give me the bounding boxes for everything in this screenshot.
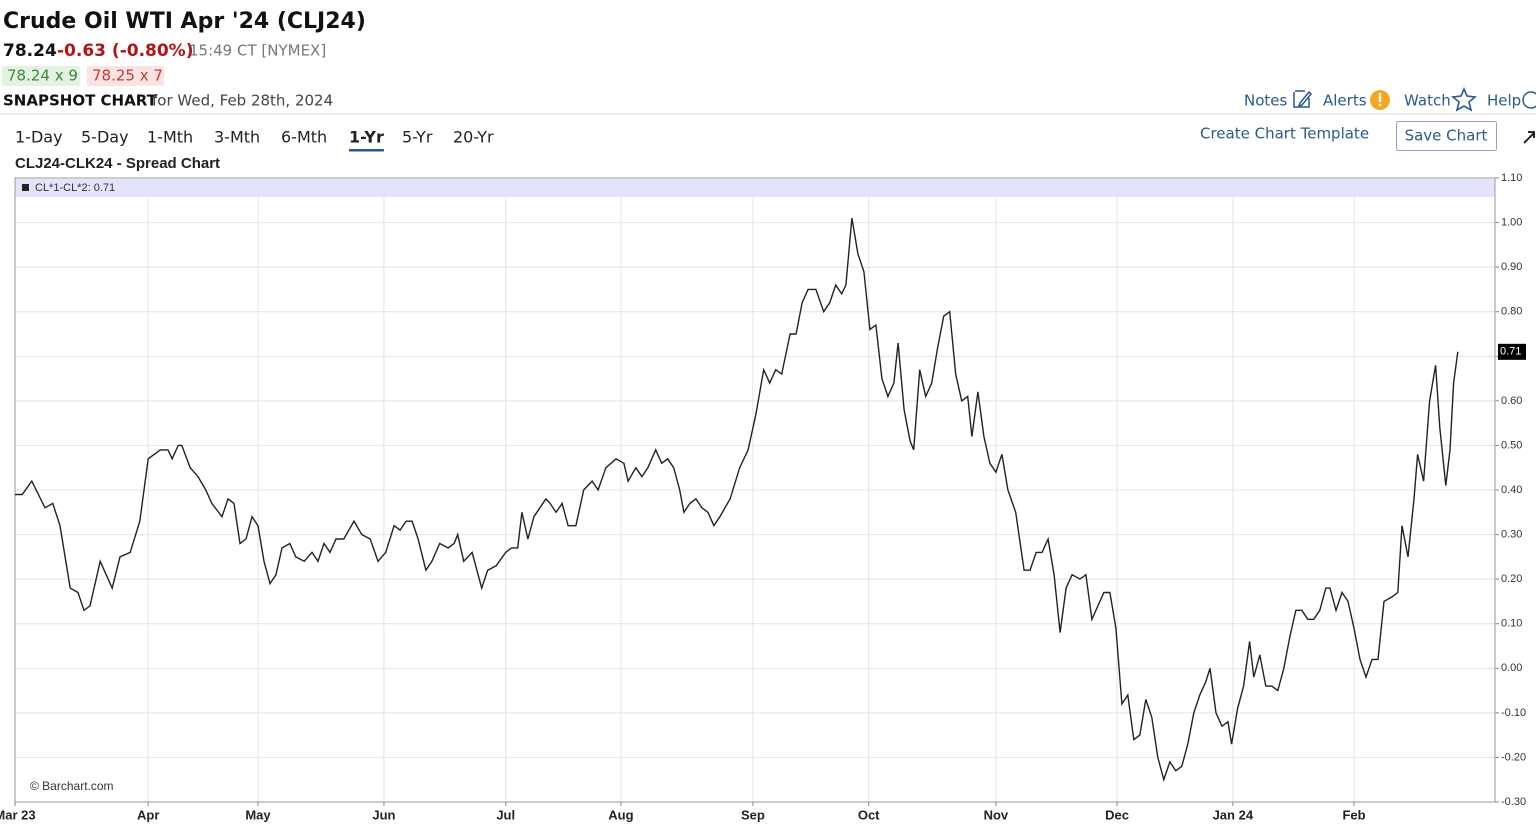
last-price: 78.24 [3,41,57,61]
range-tab[interactable]: 3-Mth [214,128,260,147]
x-tick-label: Nov [984,807,1009,822]
x-tick-label: Apr [137,807,159,822]
y-tick-label: 1.00 [1501,216,1522,228]
range-tab[interactable]: 5-Yr [402,128,433,147]
legend-label: CL*1-CL*2: 0.71 [35,182,115,194]
legend-swatch [22,184,29,191]
y-tick-label: 0.10 [1501,618,1522,630]
credit: © Barchart.com [30,779,114,793]
y-tick-label: 0.30 [1501,528,1522,540]
y-tick-label: 0.00 [1501,662,1522,674]
watch-link[interactable]: Watch [1404,92,1451,110]
snapshot-date: for Wed, Feb 28th, 2024 [152,92,333,110]
y-tick-label: -0.30 [1501,796,1526,808]
help-icon[interactable] [1522,91,1536,109]
x-tick-label: Jul [496,807,515,822]
range-tab[interactable]: 5-Day [81,128,129,147]
chart: 1.101.000.900.800.700.600.500.400.300.20… [0,172,1526,823]
watch-icon[interactable] [1451,86,1477,112]
y-tick-label: 0.50 [1501,439,1522,451]
x-tick-label: Oct [858,807,880,822]
range-tab[interactable]: 1-Mth [147,128,193,147]
y-tick-label: -0.10 [1501,707,1526,719]
quote-time: 15:49 CT [NYMEX] [189,42,326,60]
y-tick-label: 0.80 [1501,306,1522,318]
notes-icon[interactable] [1293,90,1313,108]
x-tick-label: Jun [372,807,395,822]
alerts-icon-mark [1378,93,1382,102]
ask-box [87,66,164,86]
create-template[interactable]: Create Chart Template [1200,125,1369,143]
x-tick-label: Jan 24 [1213,807,1254,822]
x-tick-label: Mar 23 [0,807,36,822]
bid-box [2,66,80,86]
y-tick-label: -0.20 [1501,751,1526,763]
x-tick-label: Sep [741,807,765,822]
y-tick-label: 0.60 [1501,395,1522,407]
bid: 78.24 x 9 [7,67,78,85]
chart-title: CLJ24-CLK24 - Spread Chart [15,155,220,172]
active-tab-underline [349,149,384,152]
help-link[interactable]: Help [1487,92,1521,110]
range-tab[interactable]: 6-Mth [281,128,327,147]
snapshot-label: SNAPSHOT CHART [3,92,158,110]
ask: 78.25 x 7 [92,67,163,85]
x-tick-label: Feb [1342,807,1365,822]
x-tick-label: May [245,807,271,822]
range-tab[interactable]: 20-Yr [453,128,494,147]
range-tabs: 1-Day 5-Day 1-Mth 3-Mth 6-Mth 1-Yr 5-Yr 20-Yr [15,128,494,152]
x-tick-label: Dec [1105,807,1129,822]
range-tab[interactable]: 1-Day [15,128,63,147]
y-tick-label: 1.10 [1501,172,1522,184]
save-button[interactable] [1396,121,1497,151]
plot-frame [14,177,1496,803]
legend-strip [15,179,1495,197]
last-value-box [1498,343,1526,360]
alerts-link[interactable]: Alerts [1323,92,1367,110]
y-tick-label: 0.90 [1501,261,1522,273]
alerts-icon-dot [1378,103,1382,107]
last-value-label: 0.71 [1500,346,1521,358]
x-tick-label: Aug [608,807,633,822]
instrument-title: Crude Oil WTI Apr '24 (CLJ24) [3,9,366,34]
price-change: -0.63 (-0.80%) [57,41,194,61]
expand-icon[interactable] [1523,131,1535,144]
spread-line [15,217,1459,783]
y-tick-label: 0.40 [1501,484,1522,496]
save-label[interactable]: Save Chart [1405,127,1488,145]
notes-link[interactable]: Notes [1244,92,1288,110]
range-tab[interactable]: 1-Yr [349,128,384,147]
y-tick-label: 0.20 [1501,573,1522,585]
